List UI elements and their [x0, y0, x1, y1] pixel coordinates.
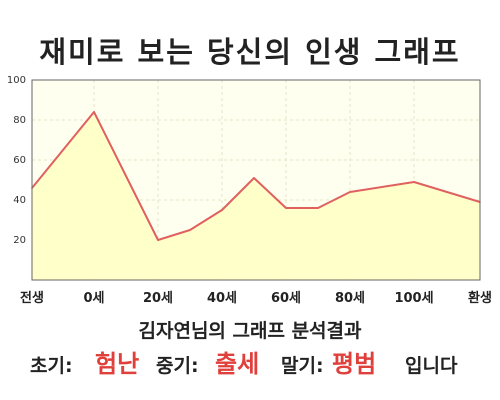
x-tick-label: 40세: [207, 291, 237, 306]
chart-title: 재미로 보는 당신의 인생 그래프: [39, 35, 461, 69]
x-tick-label: 환생: [468, 290, 492, 306]
data-point: [93, 111, 95, 113]
x-axis-ticks: 전생 0세 20세 40세 60세 80세 100세 환생: [20, 290, 492, 306]
ending-text: 입니다: [405, 355, 458, 377]
y-tick-label: 20: [13, 235, 26, 246]
middle-label: 중기:: [156, 355, 199, 377]
early-value: 험난: [95, 350, 140, 378]
data-point: [349, 191, 351, 193]
late-value: 평범: [332, 350, 377, 378]
x-tick-label: 80세: [335, 291, 365, 306]
data-point: [189, 229, 191, 231]
y-tick-label: 40: [13, 195, 26, 206]
data-point: [157, 239, 159, 241]
late-label: 말기:: [281, 355, 324, 377]
early-label: 초기:: [30, 355, 73, 377]
result-summary: 초기: 험난 중기: 출세 말기: 평범 입니다: [0, 346, 500, 386]
y-axis-ticks: 20 40 60 80 100: [7, 75, 26, 246]
plot-frame: [31, 79, 481, 281]
data-point: [285, 207, 287, 209]
middle-value: 출세: [215, 350, 260, 378]
data-point: [317, 207, 319, 209]
x-tick-label: 60세: [271, 291, 301, 306]
y-tick-label: 100: [7, 75, 26, 86]
x-tick-label: 100세: [394, 291, 433, 306]
x-tick-label: 0세: [83, 291, 104, 306]
data-point: [221, 209, 223, 211]
x-tick-label: 전생: [20, 290, 44, 306]
data-point: [253, 177, 255, 179]
y-tick-label: 80: [13, 115, 26, 126]
x-tick-label: 20세: [143, 291, 173, 306]
y-tick-label: 60: [13, 155, 26, 166]
data-point: [413, 181, 415, 183]
result-heading: 김자연님의 그래프 분석결과: [138, 320, 362, 342]
life-area-fill: [32, 112, 480, 280]
